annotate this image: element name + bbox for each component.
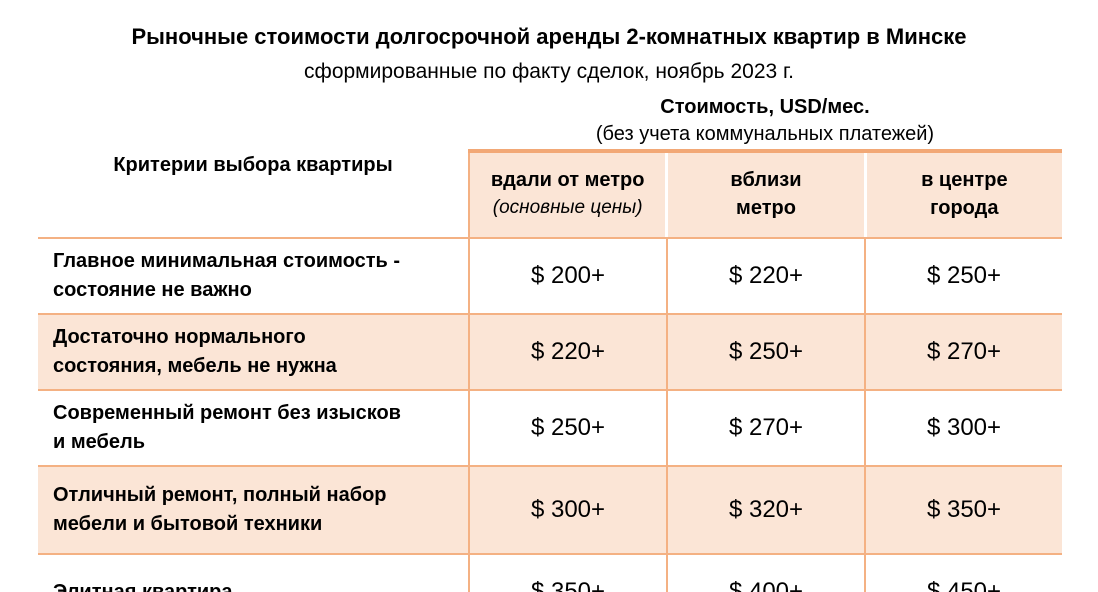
price-column-headers: вдали от метро (основные цены) вблизи мет…	[468, 149, 1062, 237]
criteria-cell: Достаточно нормального состояния, мебель…	[53, 326, 337, 377]
price-cell: $ 220+	[468, 315, 666, 389]
price-cell: $ 250+	[468, 391, 666, 465]
criteria-column-header: Критерии выбора квартиры	[113, 154, 393, 176]
price-cell: $ 450+	[864, 555, 1062, 592]
price-section-title: Стоимость, USD/мес.	[660, 96, 870, 118]
table-body: Главное минимальная стоимость - состояни…	[38, 237, 1062, 592]
column-header-city-center: в центре города	[866, 153, 1062, 237]
table-row: Главное минимальная стоимость - состояни…	[38, 237, 1062, 313]
price-cell: $ 350+	[864, 467, 1062, 553]
price-cell: $ 300+	[468, 467, 666, 553]
price-section-note: (без учета коммунальных платежей)	[595, 123, 935, 145]
criteria-cell: Главное минимальная стоимость - состояни…	[53, 250, 401, 301]
table-row: Отличный ремонт, полный набор мебели и б…	[38, 465, 1062, 553]
rent-price-table: Критерии выбора квартиры вдали от метро (…	[38, 149, 1062, 592]
column-header-far-from-metro: вдали от метро (основные цены)	[468, 153, 666, 237]
table-header-row: Критерии выбора квартиры вдали от метро (…	[38, 149, 1062, 237]
price-cell: $ 270+	[666, 391, 864, 465]
column-header-near-metro: вблизи метро	[668, 153, 864, 237]
page-subtitle: сформированные по факту сделок, ноябрь 2…	[304, 60, 794, 83]
criteria-cell: Современный ремонт без изысков и мебель	[53, 402, 401, 453]
table-row: Достаточно нормального состояния, мебель…	[38, 313, 1062, 389]
column-label: вдали от метро	[490, 169, 645, 191]
price-cell: $ 270+	[864, 315, 1062, 389]
column-sublabel: (основные цены)	[492, 197, 643, 218]
column-label: в центре города	[921, 169, 1008, 219]
price-cell: $ 320+	[666, 467, 864, 553]
table-row: Современный ремонт без изысков и мебель …	[38, 389, 1062, 465]
column-label: вблизи метро	[730, 169, 802, 219]
price-cell: $ 300+	[864, 391, 1062, 465]
price-cell: $ 350+	[468, 555, 666, 592]
table-row: Элитная квартира $ 350+ $ 400+ $ 450+	[38, 553, 1062, 592]
criteria-cell: Отличный ремонт, полный набор мебели и б…	[53, 484, 387, 535]
price-cell: $ 200+	[468, 239, 666, 313]
price-cell: $ 400+	[666, 555, 864, 592]
price-cell: $ 220+	[666, 239, 864, 313]
page-title: Рыночные стоимости долгосрочной аренды 2…	[131, 24, 967, 49]
criteria-cell: Элитная квартира	[53, 580, 233, 592]
price-cell: $ 250+	[666, 315, 864, 389]
price-cell: $ 250+	[864, 239, 1062, 313]
